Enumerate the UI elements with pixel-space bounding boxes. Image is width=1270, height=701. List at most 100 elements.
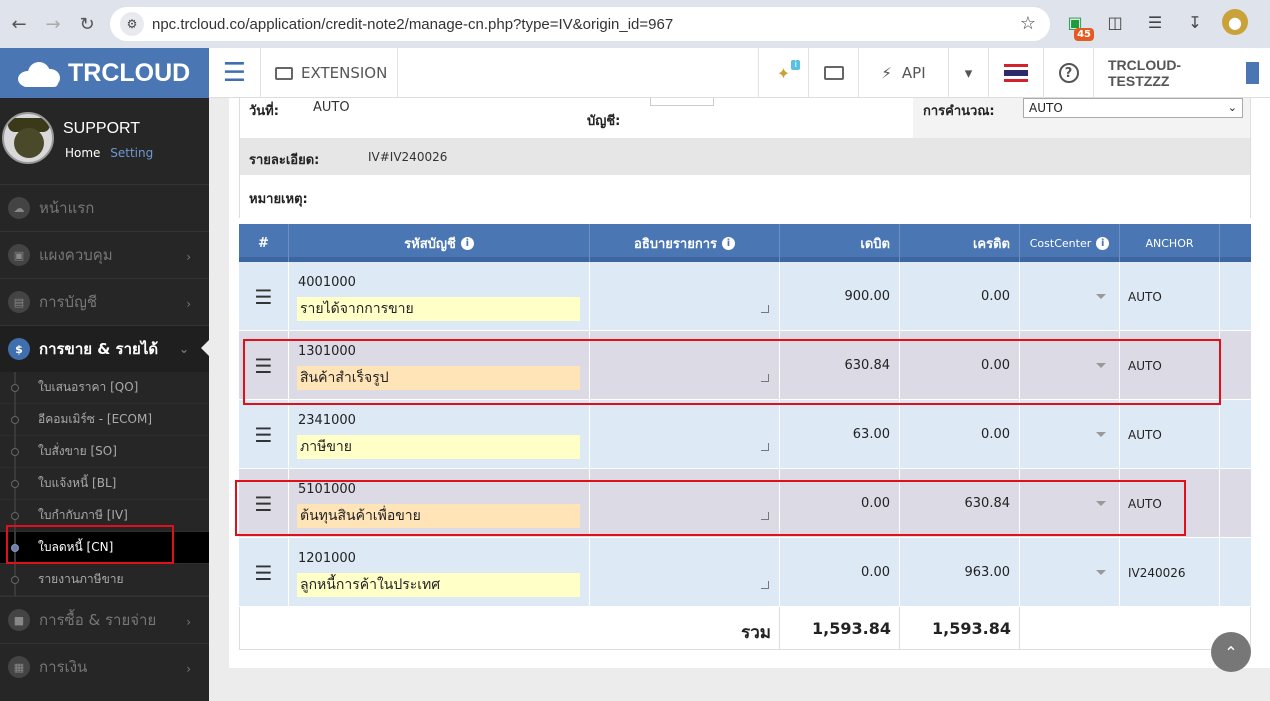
drag-handle-icon[interactable]: ☰	[239, 400, 289, 469]
col-account-label: รหัสบัญชี	[404, 236, 456, 252]
sidebar-subitem-so[interactable]: ใบสั่งขาย [SO]	[0, 436, 209, 468]
credit-input[interactable]: 0.00	[900, 331, 1020, 400]
setting-link[interactable]: Setting	[110, 146, 154, 160]
description-input[interactable]	[590, 538, 780, 607]
resize-handle-icon[interactable]	[761, 305, 769, 313]
total-debit: 1,593.84	[812, 619, 891, 638]
description-input[interactable]	[590, 262, 780, 331]
reload-icon[interactable]: ↻	[79, 13, 95, 35]
extension-button[interactable]: EXTENSION	[261, 48, 398, 98]
subitem-label: อีคอมเมิร์ซ - [ECOM]	[38, 412, 153, 426]
calc-select[interactable]: AUTO ⌄	[1023, 98, 1243, 118]
costcenter-select[interactable]	[1020, 331, 1120, 400]
help-icon: ?	[1058, 63, 1079, 83]
info-icon[interactable]: i	[1096, 236, 1110, 250]
trcloud-logo[interactable]: TRCLOUD	[0, 48, 209, 98]
costcenter-select[interactable]	[1020, 400, 1120, 469]
costcenter-select[interactable]	[1020, 262, 1120, 331]
anchor-value: AUTO	[1128, 497, 1162, 511]
forward-icon[interactable]: →	[45, 13, 61, 35]
sidebar-item-accounting[interactable]: ▤ การบัญชี ›	[0, 278, 209, 325]
drag-handle-icon[interactable]: ☰	[239, 262, 289, 331]
debit-input[interactable]: 0.00	[780, 538, 900, 607]
costcenter-select[interactable]	[1020, 538, 1120, 607]
debit-value: 0.00	[861, 496, 890, 511]
sidebar-item-dashboard[interactable]: ▣ แผงควบคุม ›	[0, 231, 209, 278]
resize-handle-icon[interactable]	[761, 443, 769, 451]
sidebar-item-sales[interactable]: $ การขาย & รายได้ ⌄	[0, 325, 209, 372]
logo-text: TRCLOUD	[68, 58, 191, 87]
subitem-label: ใบกำกับภาษี [IV]	[38, 508, 128, 522]
sidebar-subitem-ecom[interactable]: อีคอมเมิร์ซ - [ECOM]	[0, 404, 209, 436]
info-icon[interactable]: i	[721, 236, 735, 250]
highlight-box-row-2	[243, 339, 1221, 405]
avatar[interactable]	[2, 112, 54, 164]
sidebar-subitem-bl[interactable]: ใบแจ้งหนี้ [BL]	[0, 468, 209, 500]
puzzle-icon[interactable]: ◫	[1107, 12, 1123, 32]
credit-input[interactable]: 0.00	[900, 400, 1020, 469]
sidebar-item-finance[interactable]: ▦ การเงิน ›	[0, 643, 209, 690]
debit-value: 900.00	[844, 289, 891, 304]
language-flag-button[interactable]	[988, 48, 1043, 98]
debit-input[interactable]: 0.00	[780, 469, 900, 538]
drag-handle-icon[interactable]: ☰	[239, 331, 289, 400]
bookmark-star-icon[interactable]: ☆	[1019, 13, 1036, 34]
sidebar-item-label: แผงควบคุม	[39, 246, 113, 264]
site-info-icon[interactable]: ⚙	[120, 12, 144, 36]
address-bar[interactable]: ⚙ npc.trcloud.co/application/credit-note…	[110, 7, 1050, 41]
company-menu[interactable]: TRCLOUD-TESTZZZ	[1093, 48, 1259, 98]
home-link[interactable]: Home	[65, 146, 101, 160]
media-list-icon[interactable]: ☰	[1147, 12, 1163, 32]
back-icon[interactable]: ←	[11, 13, 27, 35]
download-icon[interactable]: ↧	[1188, 12, 1202, 32]
account-name-input[interactable]: ภาษีขาย	[297, 435, 580, 459]
account-name-input[interactable]: รายได้จากการขาย	[297, 297, 580, 321]
caret-down-icon	[1096, 294, 1106, 299]
description-input[interactable]	[590, 469, 780, 538]
cloud-icon: ☁	[8, 197, 30, 219]
dollar-icon: $	[8, 338, 30, 360]
mail-icon[interactable]	[808, 48, 858, 98]
debit-input[interactable]: 900.00	[780, 262, 900, 331]
sidebar-item-purchase[interactable]: ■ การซื้อ & รายจ่าย ›	[0, 596, 209, 643]
sidebar-subitem-sales-tax-report[interactable]: รายงานภาษีขาย	[0, 564, 209, 596]
debit-input[interactable]: 63.00	[780, 400, 900, 469]
info-icon[interactable]: i	[460, 236, 474, 250]
scroll-to-top-button[interactable]: ⌃	[1211, 632, 1251, 672]
subitem-label: ใบสั่งขาย [SO]	[38, 444, 117, 458]
drag-handle-icon[interactable]: ☰	[239, 538, 289, 607]
drag-handle-icon[interactable]: ☰	[239, 469, 289, 538]
help-button[interactable]: ?	[1043, 48, 1093, 98]
account-input[interactable]	[650, 98, 714, 106]
account-name-input[interactable]: ต้นทุนสินค้าเพื่อขาย	[297, 504, 580, 528]
sidebar-subitem-qo[interactable]: ใบเสนอราคา [QO]	[0, 372, 209, 404]
account-name-input[interactable]: ลูกหนี้การค้าในประเทศ	[297, 573, 580, 597]
resize-handle-icon[interactable]	[761, 512, 769, 520]
description-input[interactable]	[590, 400, 780, 469]
col-desc-label: อธิบายรายการ	[634, 236, 717, 252]
table-header: # รหัสบัญชี i อธิบายรายการ i เดบิต เครดิ…	[239, 224, 1251, 262]
account-name-input[interactable]: สินค้าสำเร็จรูป	[297, 366, 580, 390]
chevron-down-icon: ⌄	[1227, 101, 1237, 114]
sidebar-subitem-iv[interactable]: ใบกำกับภาษี [IV]	[0, 500, 209, 532]
profile-avatar-icon[interactable]: ●	[1222, 9, 1248, 35]
resize-handle-icon[interactable]	[761, 374, 769, 382]
sidebar-item-label: การเงิน	[39, 658, 88, 676]
sidebar-item-home[interactable]: ☁ หน้าแรก	[0, 184, 209, 231]
extension-badge-icon[interactable]: ▣ 45	[1062, 9, 1094, 41]
credit-input[interactable]: 963.00	[900, 538, 1020, 607]
costcenter-select[interactable]	[1020, 469, 1120, 538]
plug-icon: ⚡	[881, 64, 892, 82]
description-input[interactable]	[590, 331, 780, 400]
debit-input[interactable]: 630.84	[780, 331, 900, 400]
resize-handle-icon[interactable]	[761, 581, 769, 589]
sidebar-item-label: การบัญชี	[39, 293, 98, 311]
dropdown-caret-icon[interactable]: ▾	[948, 48, 988, 98]
notification-button[interactable]: ✦ i	[758, 48, 808, 98]
menu-toggle-icon[interactable]: ☰	[209, 48, 261, 98]
chevron-right-icon: ›	[186, 662, 191, 676]
credit-input[interactable]: 630.84	[900, 469, 1020, 538]
sidebar-subitem-cn[interactable]: ใบลดหนี้ [CN]	[0, 532, 209, 564]
credit-input[interactable]: 0.00	[900, 262, 1020, 331]
api-button[interactable]: ⚡ API	[858, 48, 948, 98]
